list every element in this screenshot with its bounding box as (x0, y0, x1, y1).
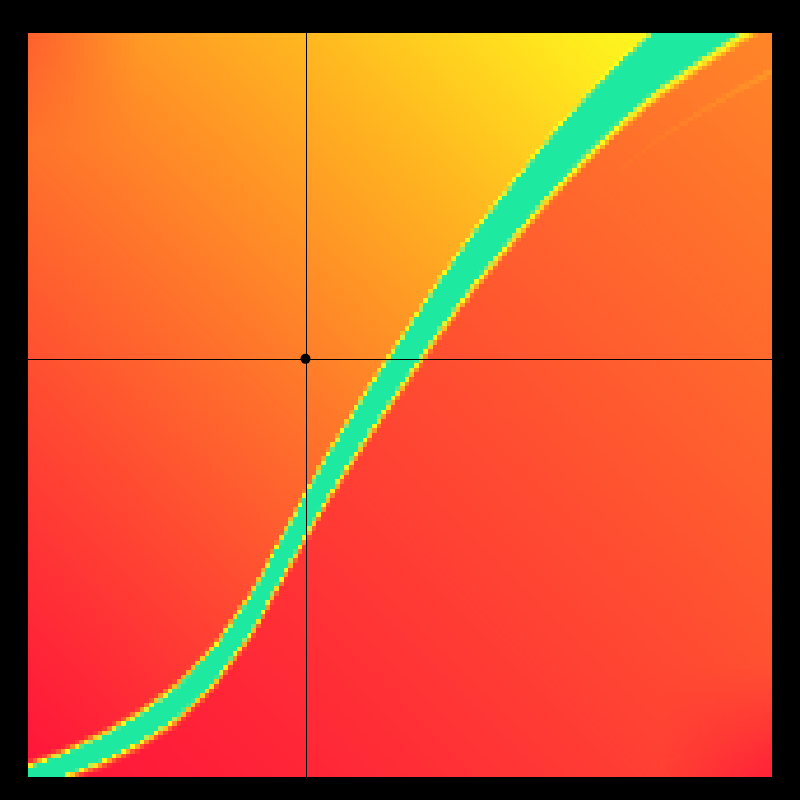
watermark-text: TheBottleneck.com (561, 6, 764, 32)
chart-container: TheBottleneck.com (0, 0, 800, 800)
bottleneck-heatmap (28, 33, 772, 777)
